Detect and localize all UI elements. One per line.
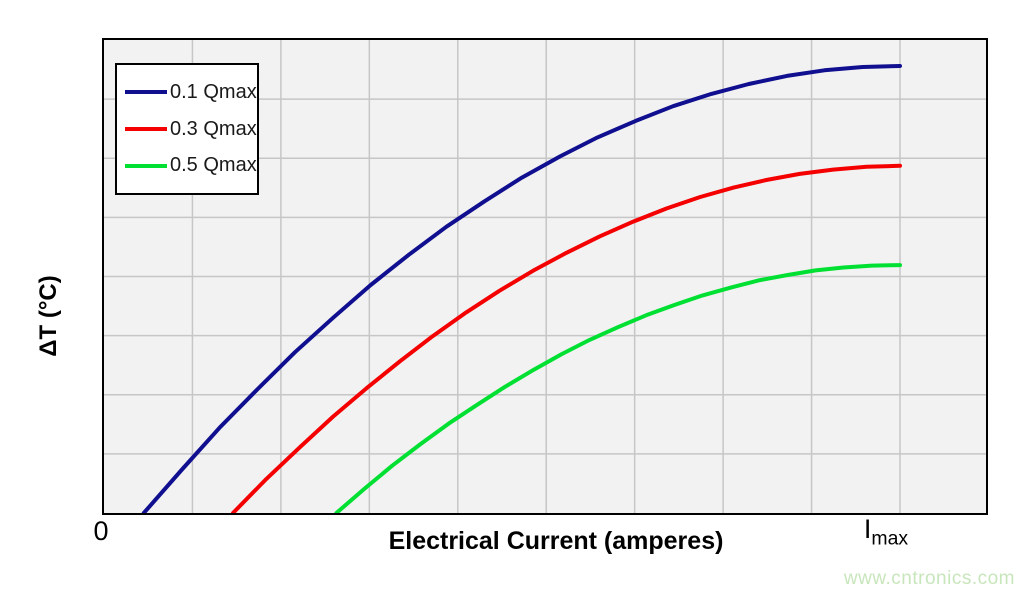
legend-line-swatch-red <box>125 127 167 131</box>
y-axis-label: ΔT (°C) <box>35 275 62 357</box>
x-tick-imax-main: I <box>863 514 872 544</box>
plot-area: 0.1 Qmax 0.3 Qmax 0.5 Qmax <box>102 38 988 515</box>
series-line-0-5-qmax <box>334 263 902 513</box>
legend: 0.1 Qmax 0.3 Qmax 0.5 Qmax <box>115 63 259 195</box>
x-tick-imax-sub: max <box>871 527 909 550</box>
legend-label: 0.3 Qmax <box>170 117 257 140</box>
series-line-0-1-qmax <box>141 64 902 513</box>
legend-label: 0.5 Qmax <box>170 154 257 177</box>
x-tick-zero: 0 <box>93 516 109 546</box>
x-tick-imax: Imax <box>864 514 908 550</box>
legend-label: 0.1 Qmax <box>170 80 257 103</box>
legend-line-swatch-navy <box>125 90 167 95</box>
legend-line-swatch-green <box>125 163 167 168</box>
series-line-0-3-qmax <box>231 163 902 513</box>
legend-item: 0.5 Qmax <box>125 154 257 177</box>
x-axis-label: Electrical Current (amperes) <box>388 527 724 555</box>
legend-item: 0.1 Qmax <box>125 81 257 104</box>
legend-item: 0.3 Qmax <box>125 118 257 141</box>
watermark-text: www.cntronics.com <box>843 568 1015 589</box>
